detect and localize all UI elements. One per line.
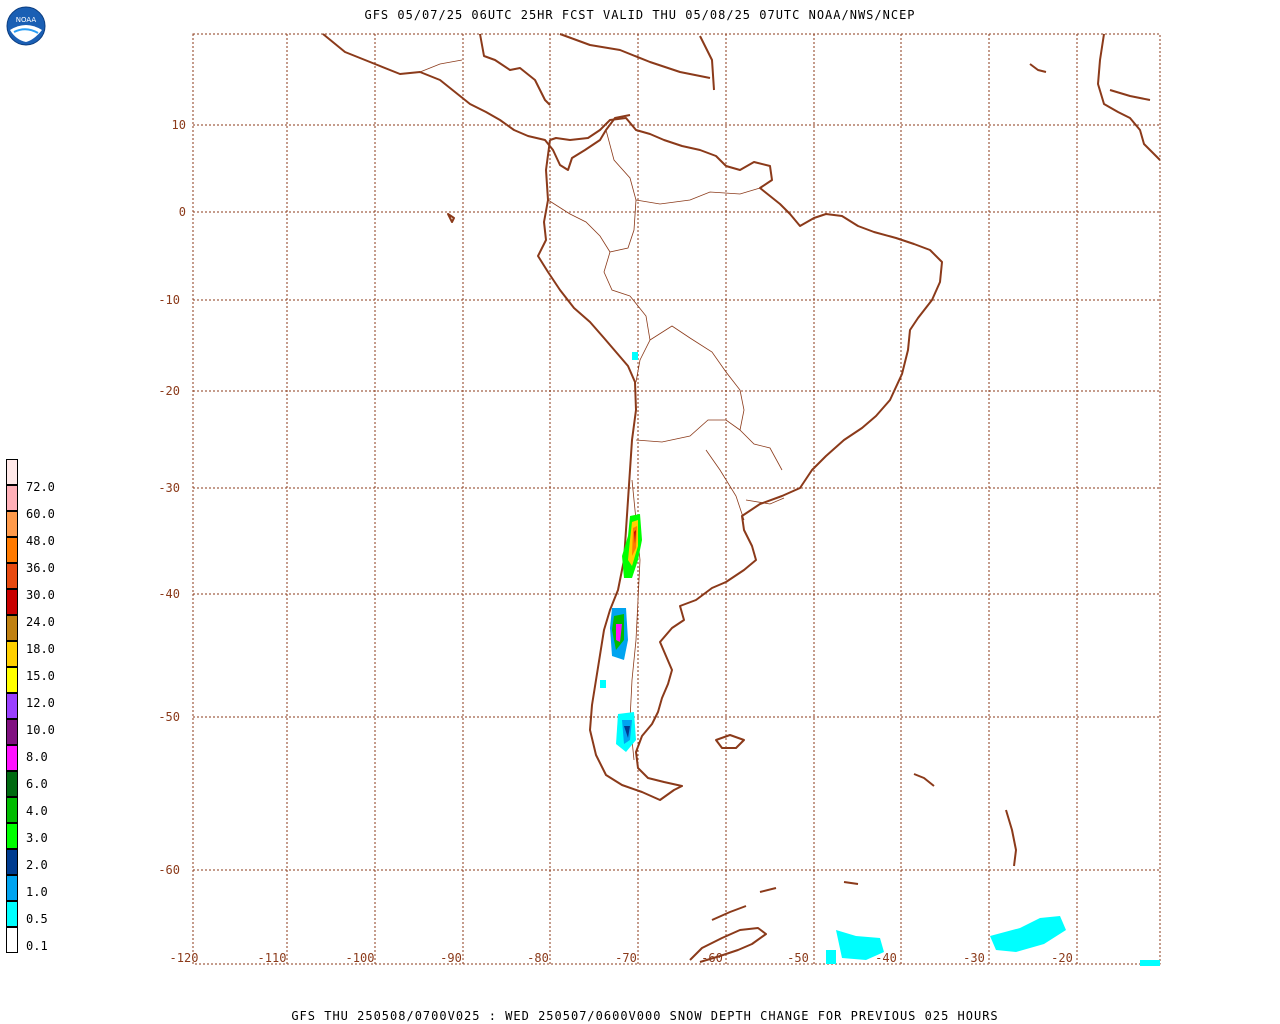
longitude-labels: -120 -110 -100 -90 -80 -70 -60 -50 -40 -… <box>170 951 1073 965</box>
legend-swatch <box>6 615 18 641</box>
lat-label: -10 <box>158 293 180 307</box>
country-borders <box>419 59 785 761</box>
legend-label: 30.0 <box>26 588 55 602</box>
lat-label: -20 <box>158 384 180 398</box>
lon-label: -110 <box>258 951 287 965</box>
lat-label: -40 <box>158 587 180 601</box>
color-legend: 72.0 60.0 48.0 36.0 30.0 24.0 18.0 15.0 … <box>6 459 55 953</box>
lon-label: -30 <box>963 951 985 965</box>
legend-label: 24.0 <box>26 615 55 629</box>
logo-text: NOAA <box>16 16 37 24</box>
legend-label: 0.1 <box>26 939 48 953</box>
legend-swatch <box>6 771 18 797</box>
legend-label: 18.0 <box>26 642 55 656</box>
lat-label: 10 <box>172 118 186 132</box>
legend-swatch <box>6 797 18 823</box>
legend-label: 6.0 <box>26 777 48 791</box>
legend-label: 1.0 <box>26 885 48 899</box>
legend-label: 72.0 <box>26 480 55 494</box>
legend-label: 2.0 <box>26 858 48 872</box>
lat-label: -30 <box>158 481 180 495</box>
legend-swatch <box>6 901 18 927</box>
map-title: GFS 05/07/25 06UTC 25HR FCST VALID THU 0… <box>364 8 916 22</box>
legend-swatch <box>6 641 18 667</box>
legend-swatch <box>6 537 18 563</box>
legend-swatch <box>6 927 18 953</box>
legend-label: 15.0 <box>26 669 55 683</box>
legend-label: 48.0 <box>26 534 55 548</box>
legend-label: 60.0 <box>26 507 55 521</box>
lon-label: -80 <box>527 951 549 965</box>
latitude-labels: 10 0 -10 -20 -30 -40 -50 -60 <box>158 118 186 877</box>
legend-label: 36.0 <box>26 561 55 575</box>
legend-swatch <box>6 459 18 485</box>
lon-label: -90 <box>440 951 462 965</box>
legend-swatch <box>6 875 18 901</box>
legend-swatch <box>6 823 18 849</box>
legend-label: 8.0 <box>26 750 48 764</box>
lat-label: 0 <box>179 205 186 219</box>
lon-label: -100 <box>346 951 375 965</box>
coastlines <box>322 33 1161 963</box>
lat-label: -60 <box>158 863 180 877</box>
legend-label: 10.0 <box>26 723 55 737</box>
legend-swatch <box>6 849 18 875</box>
legend-swatch <box>6 485 18 511</box>
legend-label: 0.5 <box>26 912 48 926</box>
lon-label: -70 <box>615 951 637 965</box>
legend-swatch <box>6 511 18 537</box>
lat-label: -50 <box>158 710 180 724</box>
map-grid <box>192 33 1161 965</box>
legend-label: 4.0 <box>26 804 48 818</box>
snow-depth-shading <box>600 352 1160 966</box>
legend-label: 12.0 <box>26 696 55 710</box>
legend-swatch <box>6 745 18 771</box>
legend-swatch <box>6 693 18 719</box>
legend-swatch <box>6 589 18 615</box>
lon-label: -120 <box>170 951 199 965</box>
map-caption: GFS THU 250508/0700V025 : WED 250507/060… <box>291 1009 999 1023</box>
lon-label: -40 <box>875 951 897 965</box>
lon-label: -50 <box>787 951 809 965</box>
lon-label: -20 <box>1051 951 1073 965</box>
legend-label: 3.0 <box>26 831 48 845</box>
legend-swatch <box>6 719 18 745</box>
legend-swatch <box>6 563 18 589</box>
legend-swatch <box>6 667 18 693</box>
noaa-logo-icon: NOAA <box>6 6 46 46</box>
